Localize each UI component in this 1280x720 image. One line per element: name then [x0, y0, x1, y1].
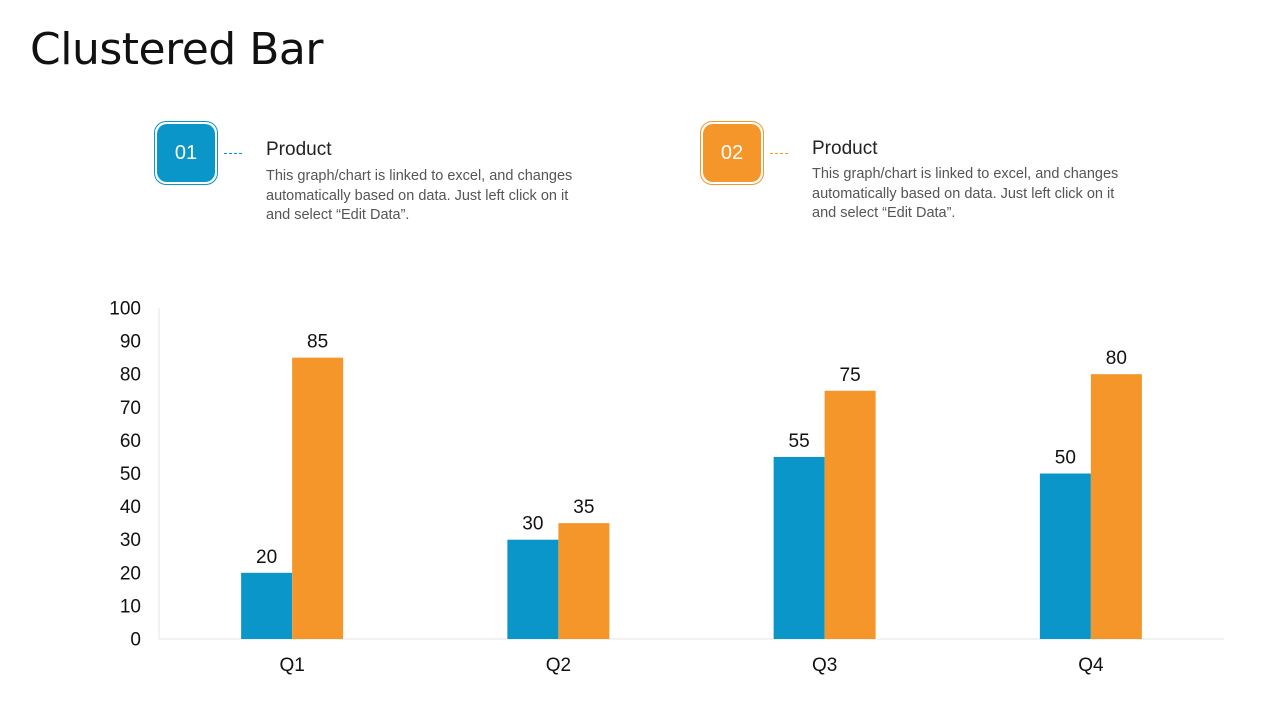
- x-tick-label: Q1: [279, 655, 304, 676]
- legend-description-2: This graph/chart is linked to excel, and…: [812, 166, 1119, 221]
- y-tick-label: 80: [120, 365, 141, 386]
- data-label: 30: [522, 514, 543, 535]
- y-tick-label: 20: [120, 563, 141, 584]
- bar: [241, 572, 293, 639]
- data-label: 50: [1055, 448, 1076, 469]
- y-tick-label: 70: [120, 398, 141, 419]
- slide-title: Clustered Bar: [30, 24, 323, 75]
- x-tick-label: Q2: [546, 655, 571, 676]
- legend-description-1: This graph/chart is linked to excel, and…: [266, 168, 573, 223]
- data-label: 75: [840, 365, 861, 386]
- legend-heading-1: Product: [266, 139, 332, 160]
- y-tick-label: 30: [120, 530, 141, 551]
- y-tick-label: 0: [130, 630, 141, 651]
- bar: [1090, 374, 1142, 639]
- bar: [773, 456, 825, 639]
- bar: [507, 539, 559, 639]
- badge-number-1: 01: [157, 124, 215, 182]
- legend-heading-2: Product: [812, 138, 878, 159]
- y-tick-label: 90: [120, 332, 141, 353]
- badge-frame-1: [154, 121, 218, 185]
- x-tick-label: Q3: [812, 655, 837, 676]
- y-tick-label: 50: [120, 464, 141, 485]
- data-label: 35: [573, 497, 594, 518]
- legend-card-1: 01 Product This graph/chart is linked to…: [154, 121, 614, 231]
- bar: [1039, 473, 1091, 639]
- data-label: 85: [307, 332, 328, 353]
- data-label: 20: [256, 547, 277, 568]
- bar: [824, 390, 876, 639]
- y-tick-label: 60: [120, 431, 141, 452]
- y-tick-label: 40: [120, 497, 141, 518]
- badge-number-2: 02: [703, 124, 761, 182]
- data-label: 80: [1106, 348, 1127, 369]
- badge-frame-2: [700, 121, 764, 185]
- y-tick-label: 100: [109, 299, 141, 320]
- y-tick-label: 10: [120, 596, 141, 617]
- bar: [558, 523, 610, 639]
- bar: [292, 357, 344, 639]
- x-tick-label: Q4: [1078, 655, 1104, 676]
- data-label: 55: [789, 431, 810, 452]
- connector-line-2: [770, 153, 788, 154]
- connector-line-1: [224, 153, 242, 154]
- legend-card-2: 02 Product This graph/chart is linked to…: [700, 121, 1160, 231]
